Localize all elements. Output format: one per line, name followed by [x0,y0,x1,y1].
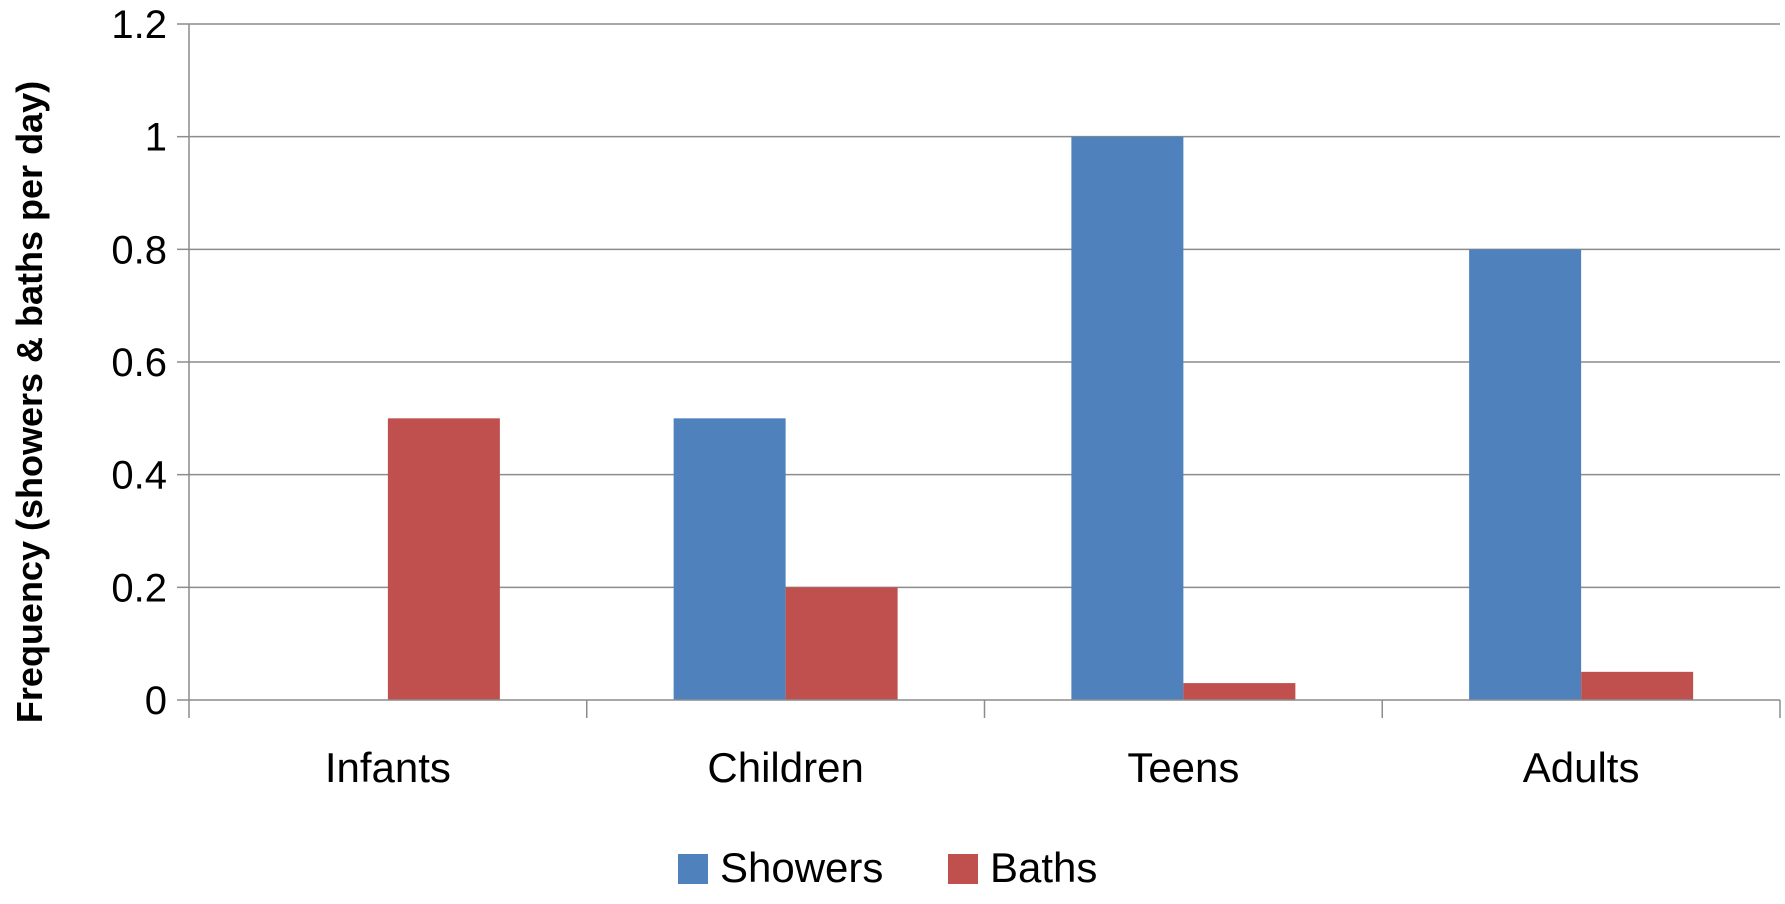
bar-baths-infants [387,418,500,700]
y-tick-label: 0.6 [111,341,167,385]
bars [387,136,1694,701]
y-axis-title: Frequency (showers & baths per day) [9,81,50,723]
legend-swatch-showers [678,854,708,884]
legend: Showers Baths [678,844,1097,891]
legend-swatch-baths [948,854,978,884]
x-category-label: Children [707,744,863,791]
bar-showers-adults [1469,249,1582,701]
axes [177,23,1781,718]
bar-showers-teens [1071,136,1184,700]
x-category-label: Infants [325,744,451,791]
bar-baths-children [785,587,898,700]
legend-label-baths: Baths [990,844,1097,891]
x-category-labels: Infants Children Teens Adults [325,744,1640,791]
y-tick-label: 0.2 [111,566,167,610]
bar-showers-children [673,418,786,700]
y-tick-label: 0.8 [111,228,167,272]
x-category-label: Adults [1523,744,1640,791]
legend-label-showers: Showers [720,844,883,891]
y-tick-label: 1.2 [111,3,167,47]
y-tick-labels: 0 0.2 0.4 0.6 0.8 1 1.2 [111,3,167,723]
x-category-label: Teens [1127,744,1239,791]
bar-baths-adults [1581,671,1694,700]
y-tick-label: 1 [145,116,167,160]
y-tick-label: 0 [145,679,167,723]
y-tick-label: 0.4 [111,454,167,498]
bar-baths-teens [1183,683,1296,700]
